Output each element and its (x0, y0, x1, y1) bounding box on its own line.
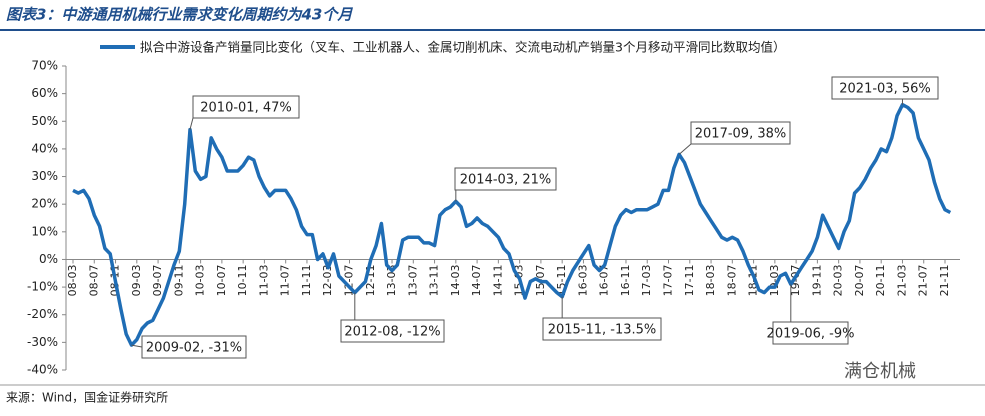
chart-title: 图表3：中游通用机械行业需求变化周期约为43个月 (6, 6, 353, 24)
annotation-label: 2012-08, -12% (344, 325, 440, 340)
x-tick-label: 10-03 (194, 264, 207, 296)
source: 来源：Wind，国金证券研究所 (6, 390, 168, 405)
x-tick-label: 20-03 (832, 264, 845, 296)
watermark: 满仓机械 (844, 361, 916, 382)
annotation-label: 2014-03, 21% (460, 173, 551, 188)
x-tick-label: 12-03 (321, 264, 334, 296)
legend-label: 拟合中游设备产销量同比变化（叉车、工业机器人、金属切削机床、交流电动机产销量3个… (140, 40, 785, 55)
x-tick-label: 18-11 (747, 264, 760, 296)
x-tick-label: 17-03 (640, 264, 653, 296)
annotation-box (141, 335, 247, 359)
y-tick-label: -20% (27, 307, 58, 321)
annotation-box (831, 76, 939, 100)
y-tick-label: 40% (31, 141, 58, 155)
x-tick-label: 17-07 (662, 264, 675, 296)
y-tick-label: -40% (27, 363, 58, 377)
x-tick-label: 18-03 (704, 264, 717, 296)
annotation-box (542, 317, 662, 341)
y-tick-label: 70% (31, 59, 58, 73)
series-line (72, 102, 952, 347)
y-tick-label: 10% (31, 224, 58, 238)
y-tick-label: -10% (27, 280, 58, 294)
x-tick-label: 11-07 (279, 264, 292, 296)
x-tick-label: 11-03 (257, 264, 270, 296)
x-tick-label: 09-03 (130, 264, 143, 296)
x-tick-label: 17-11 (683, 264, 696, 296)
annotation-box (340, 319, 445, 343)
annotation-label: 2009-02, -31% (146, 341, 242, 356)
x-tick-label: 20-11 (874, 264, 887, 296)
y-tick-label: 30% (31, 169, 58, 183)
x-tick-label: 09-11 (172, 264, 185, 296)
annotation-leader (131, 344, 143, 348)
annotation-leader (189, 117, 194, 130)
x-tick-label: 16-03 (576, 264, 589, 296)
annotation-label: 2021-03, 56% (839, 82, 930, 97)
x-tick-label: 21-07 (917, 264, 930, 296)
x-tick-label: 16-07 (598, 264, 611, 296)
annotation-label: 2017-09, 38% (695, 127, 786, 142)
x-tick-label: 09-07 (151, 264, 164, 296)
x-tick-label: 10-07 (215, 264, 228, 296)
annotation-label: 2019-06, -9% (767, 327, 855, 342)
x-tick-label: 21-11 (938, 264, 951, 296)
x-tick-label: 11-11 (300, 264, 313, 296)
y-tick-label: 50% (31, 114, 58, 128)
x-tick-label: 14-07 (470, 264, 483, 296)
x-tick-label: 10-11 (236, 264, 249, 296)
x-tick-label: 14-11 (491, 264, 504, 296)
x-tick-label: 16-11 (619, 264, 632, 296)
annotation-box (192, 95, 300, 119)
x-tick-label: 13-11 (428, 264, 441, 296)
x-tick-label: 14-03 (449, 264, 462, 296)
x-tick-label: 08-07 (87, 264, 100, 296)
annotation-label: 2015-11, -13.5% (548, 323, 657, 338)
y-tick-label: 60% (31, 86, 58, 100)
x-tick-label: 19-11 (810, 264, 823, 296)
y-tick-label: 20% (31, 197, 58, 211)
x-tick-label: 13-03 (385, 264, 398, 296)
annotation-box (772, 321, 849, 345)
annotation-label: 2010-01, 47% (200, 101, 291, 116)
x-tick-label: 21-03 (895, 264, 908, 296)
x-tick-label: 08-03 (66, 264, 79, 296)
y-tick-label: -30% (27, 335, 58, 349)
y-tick-label: 0% (39, 252, 58, 266)
x-tick-label: 13-07 (406, 264, 419, 296)
annotation-leader (678, 143, 692, 155)
x-tick-label: 18-07 (725, 264, 738, 296)
annotation-box (690, 121, 791, 145)
annotation-box (454, 167, 557, 191)
x-tick-label: 20-07 (853, 264, 866, 296)
